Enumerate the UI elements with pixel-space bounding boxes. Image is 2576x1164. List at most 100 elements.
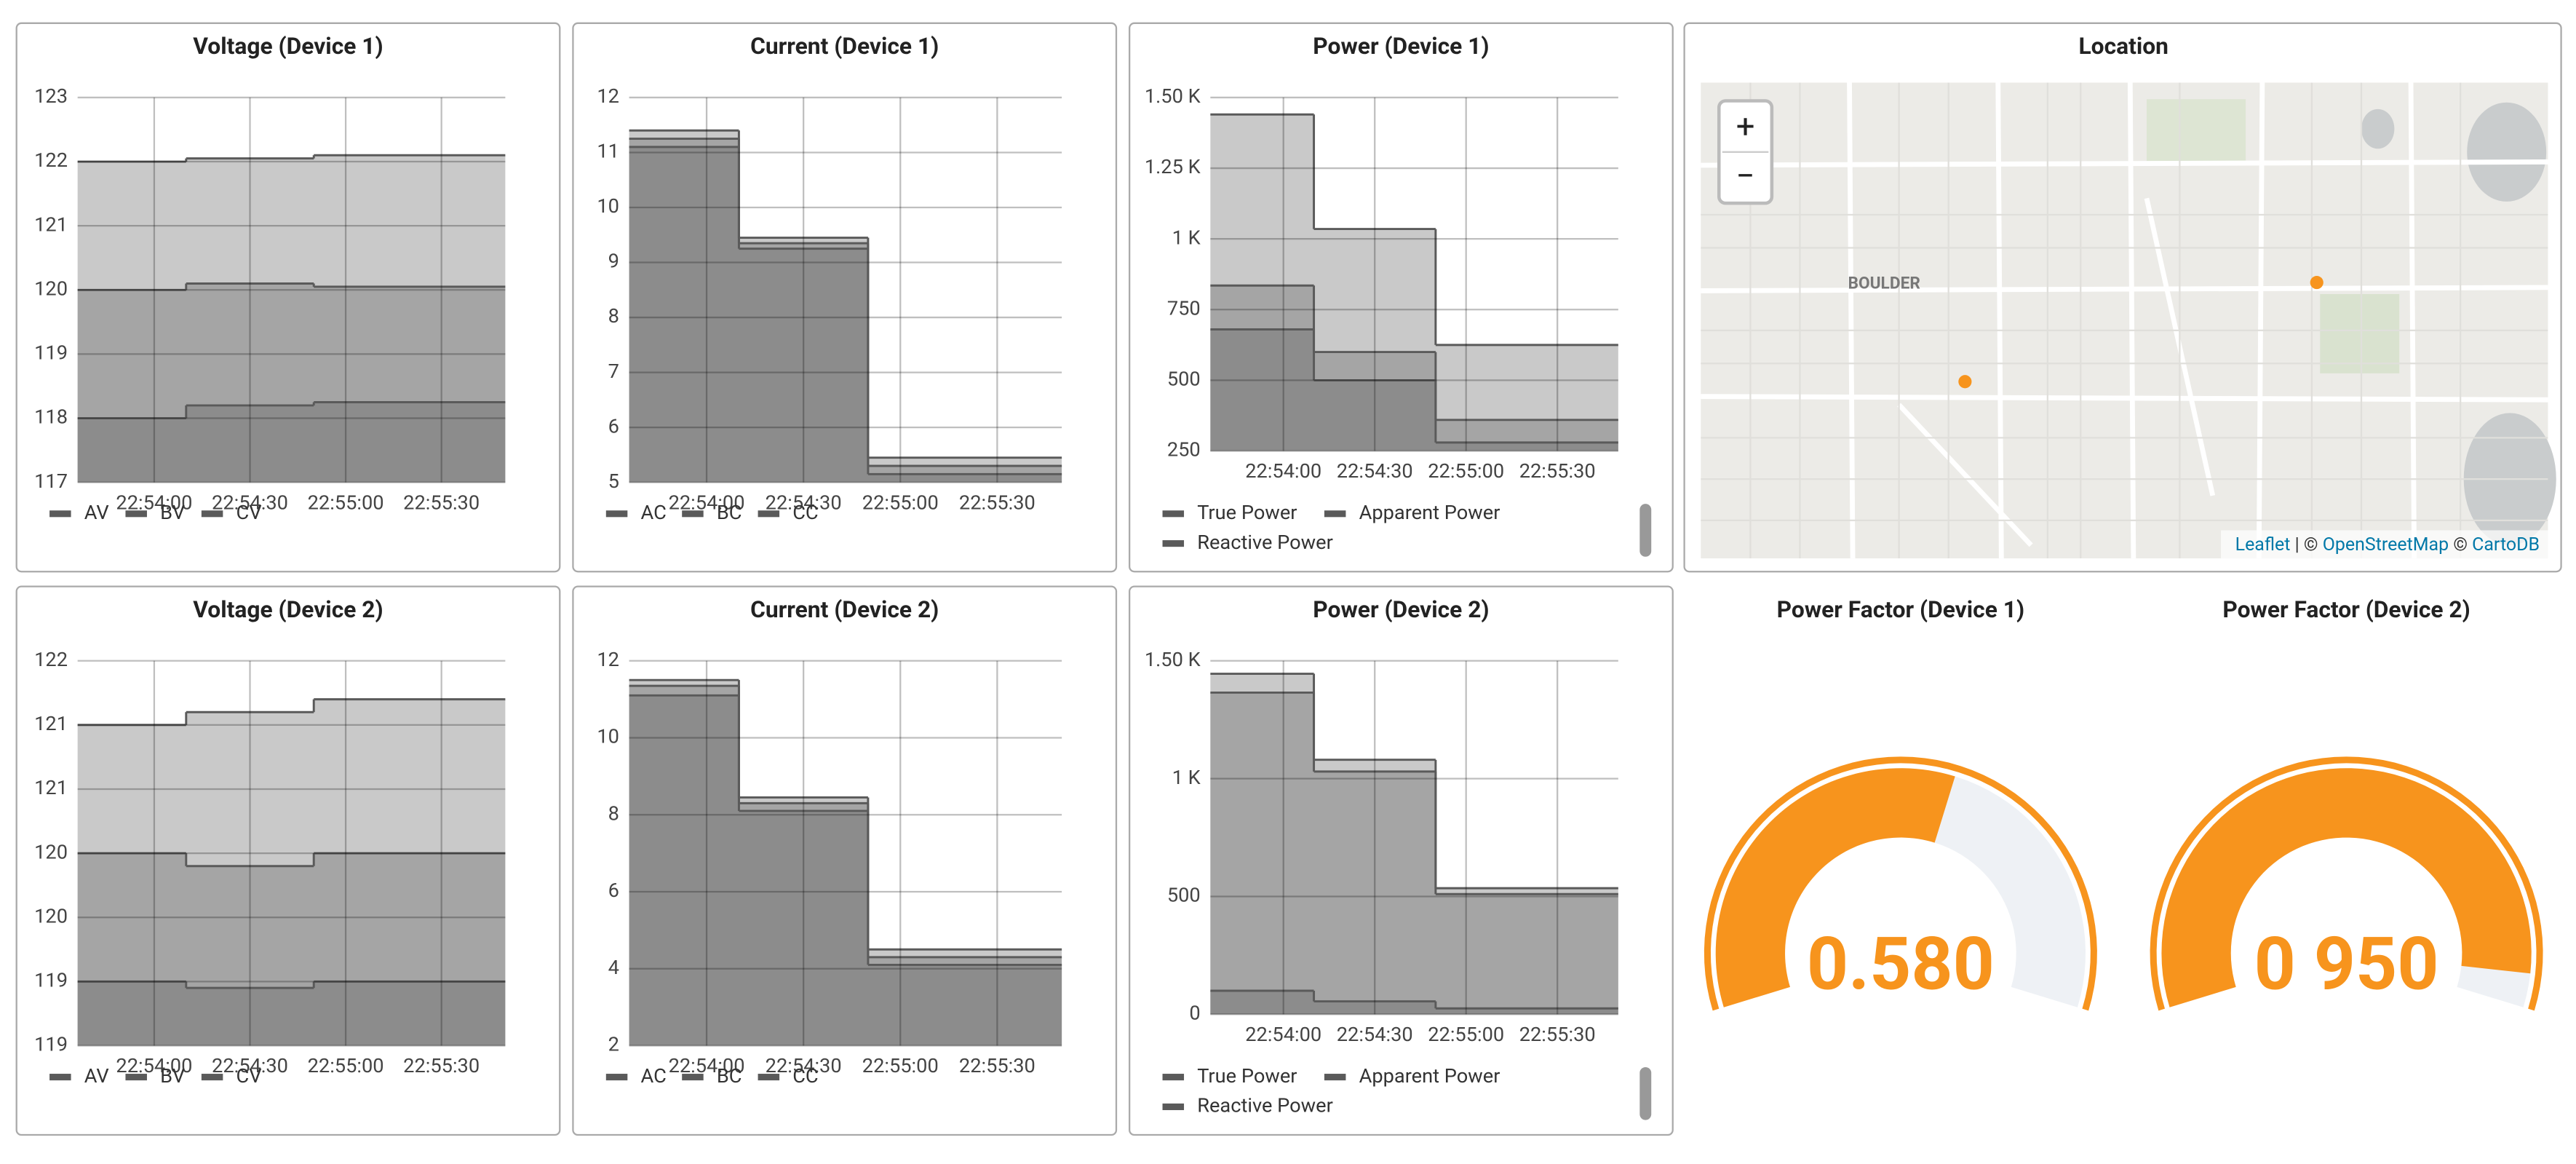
y-tick-label: 4 xyxy=(608,956,619,979)
area xyxy=(1210,285,1618,451)
chart-panel xyxy=(572,585,1118,1136)
x-tick-label: 22:54:00 xyxy=(669,1054,745,1077)
y-tick-label: 121 xyxy=(34,776,68,799)
streets xyxy=(1701,82,2548,559)
zoom-out[interactable]: − xyxy=(1736,157,1755,196)
gauge-value-label: 0.580 xyxy=(1807,922,1995,1007)
y-tick-label: 7 xyxy=(608,360,619,383)
y-tick-label: 750 xyxy=(1167,296,1201,320)
y-tick-label: 12 xyxy=(597,84,619,108)
chart-title: Current (Device 1) xyxy=(750,33,939,60)
area xyxy=(77,853,506,1046)
x-tick-label: 22:54:30 xyxy=(766,491,842,514)
legend-swatch xyxy=(1162,1103,1185,1110)
marker[interactable] xyxy=(2310,276,2323,290)
area xyxy=(629,680,1062,1046)
legend-swatch xyxy=(605,1074,628,1081)
y-tick-label: 500 xyxy=(1167,884,1201,907)
legend-swatch xyxy=(1162,510,1185,518)
y-tick-label: 500 xyxy=(1167,368,1201,391)
x-tick-label: 22:54:30 xyxy=(1337,1023,1413,1046)
x-tick-label: 22:54:00 xyxy=(1245,459,1321,483)
attribution-text: | © xyxy=(2290,534,2322,555)
legend-label: CC xyxy=(792,1064,818,1088)
legend-label: AC xyxy=(640,501,666,524)
legend-label: BV xyxy=(160,1064,185,1088)
legend-label: BC xyxy=(717,501,742,524)
y-tick-label: 9 xyxy=(608,250,619,273)
x-tick-label: 22:54:30 xyxy=(212,491,288,514)
y-tick-label: 119 xyxy=(34,969,68,992)
y-tick-label: 1.25 K xyxy=(1145,155,1201,178)
x-tick-label: 22:55:00 xyxy=(1428,1023,1504,1046)
y-tick-label: 11 xyxy=(597,140,619,163)
chart-panel xyxy=(1129,585,1674,1136)
y-tick-label: 122 xyxy=(34,149,68,172)
y-tick-label: 119 xyxy=(34,1033,68,1056)
legend-swatch xyxy=(682,1074,704,1081)
area xyxy=(1210,114,1618,451)
y-tick-label: 117 xyxy=(34,470,68,493)
legend-label: Apparent Power xyxy=(1359,1064,1500,1088)
map[interactable]: BOULDER + − Leaflet | © OpenStreetMap © … xyxy=(1701,82,2556,559)
lake xyxy=(2361,108,2395,149)
gauge-title: Power Factor (Device 2) xyxy=(2222,596,2470,623)
attribution-link[interactable]: Leaflet xyxy=(2235,534,2291,555)
attribution: Leaflet | © OpenStreetMap © CartoDB xyxy=(2235,534,2540,555)
attribution-link[interactable]: OpenStreetMap xyxy=(2323,534,2449,555)
area xyxy=(77,283,506,483)
marker[interactable] xyxy=(1958,375,1972,389)
legend-label: AV xyxy=(84,1064,109,1088)
x-tick-label: 22:55:30 xyxy=(1519,1023,1596,1046)
y-tick-label: 120 xyxy=(34,277,68,300)
x-tick-label: 22:55:30 xyxy=(959,1054,1035,1077)
y-tick-label: 118 xyxy=(34,405,68,429)
y-tick-label: 5 xyxy=(608,470,619,493)
y-tick-label: 250 xyxy=(1167,438,1201,462)
x-tick-label: 22:54:00 xyxy=(1245,1023,1321,1046)
y-tick-label: 8 xyxy=(608,801,619,825)
attribution-link[interactable]: CartoDB xyxy=(2472,534,2540,555)
scrollbar xyxy=(1639,504,1652,557)
legend-label: True Power xyxy=(1197,1064,1297,1088)
area xyxy=(629,130,1062,483)
x-tick-label: 22:54:00 xyxy=(116,491,192,514)
area xyxy=(629,695,1062,1046)
y-tick-label: 119 xyxy=(34,341,68,365)
x-tick-label: 22:54:30 xyxy=(212,1054,288,1077)
gauge-title: Power Factor (Device 1) xyxy=(1777,596,2024,623)
legend-label: AC xyxy=(640,1064,666,1088)
y-tick-label: 2 xyxy=(608,1033,619,1056)
legend-swatch xyxy=(605,510,628,518)
map-background xyxy=(1701,82,2548,559)
legend-swatch xyxy=(758,510,780,518)
y-tick-label: 6 xyxy=(608,879,619,902)
map-title: Location xyxy=(2078,33,2168,60)
legend-swatch xyxy=(758,1074,780,1081)
chart-panel xyxy=(1129,22,1674,573)
chart-panel xyxy=(572,22,1118,573)
area xyxy=(77,402,506,483)
legend-swatch xyxy=(682,510,704,518)
y-tick-label: 1.50 K xyxy=(1145,84,1201,108)
scrollbar xyxy=(1639,1066,1652,1120)
y-tick-label: 120 xyxy=(34,904,68,927)
legend-label: Reactive Power xyxy=(1197,1094,1333,1117)
gauge-value xyxy=(1715,768,1955,1007)
x-tick-label: 22:55:00 xyxy=(308,1054,384,1077)
legend-swatch xyxy=(125,1074,147,1081)
legend-label: BV xyxy=(160,501,185,524)
legend-swatch xyxy=(125,510,147,518)
x-tick-label: 22:55:30 xyxy=(959,491,1035,514)
area xyxy=(629,686,1062,1046)
area xyxy=(1210,673,1618,1015)
y-tick-label: 120 xyxy=(34,840,68,863)
y-tick-label: 10 xyxy=(597,194,619,218)
x-tick-label: 22:54:30 xyxy=(1337,459,1413,483)
area xyxy=(1210,692,1618,1015)
attribution-text: © xyxy=(2449,534,2472,555)
area xyxy=(77,699,506,1046)
zoom-in[interactable]: + xyxy=(1736,108,1755,146)
chart-title: Current (Device 2) xyxy=(750,596,939,623)
